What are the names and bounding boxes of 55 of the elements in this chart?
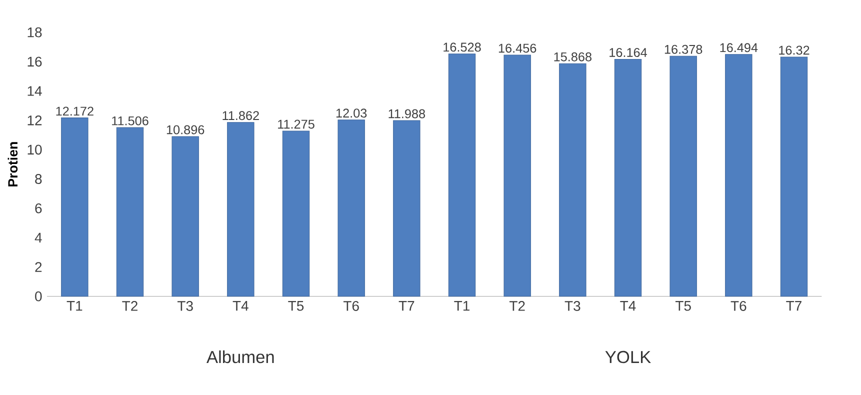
data-label: 11.506 xyxy=(112,116,148,126)
text: YOLK xyxy=(605,350,651,364)
x-tick-label: T2 xyxy=(509,301,525,311)
x-tick-label: T6 xyxy=(343,301,359,311)
y-axis-title: Protien xyxy=(8,142,18,186)
x-tick-label: T3 xyxy=(564,301,580,311)
y-tick-label: 10 xyxy=(28,144,42,155)
x-tick-label: T7 xyxy=(786,301,802,311)
x-tick-label: T5 xyxy=(675,301,691,311)
x-tick-label: T1 xyxy=(66,301,82,311)
y-tick-label: 8 xyxy=(35,174,42,184)
data-label: 11.862 xyxy=(222,111,259,120)
y-tick-label: 16 xyxy=(28,56,42,67)
bar xyxy=(282,130,310,297)
data-label: 12.03 xyxy=(336,108,367,118)
bar xyxy=(504,54,531,297)
x-tick-label: T5 xyxy=(288,301,304,311)
text: Albumen xyxy=(206,350,274,364)
y-tick-label: 6 xyxy=(35,203,42,214)
data-label: 16.456 xyxy=(498,44,536,53)
bar xyxy=(725,54,752,297)
data-label: 12.172 xyxy=(56,106,94,116)
y-tick-label: 2 xyxy=(35,262,42,272)
bar xyxy=(614,58,642,297)
data-label: 11.988 xyxy=(388,109,426,118)
bar xyxy=(559,63,586,297)
x-tick-label: T6 xyxy=(730,301,746,311)
data-label: 16.378 xyxy=(664,44,702,54)
bar xyxy=(61,118,88,297)
y-tick-label: 0 xyxy=(35,291,42,302)
y-tick-label: 4 xyxy=(34,232,42,242)
data-label: 16.32 xyxy=(779,46,810,55)
x-tick-label: T4 xyxy=(620,301,636,311)
y-tick-label: 14 xyxy=(28,86,42,96)
bar xyxy=(393,120,420,297)
bar xyxy=(172,136,199,297)
x-tick-label: T3 xyxy=(177,301,193,311)
data-label: 10.896 xyxy=(166,125,204,134)
bar xyxy=(116,127,144,297)
data-label: 15.868 xyxy=(554,52,592,62)
bar xyxy=(227,122,254,297)
bar xyxy=(338,120,365,297)
y-tick-label: 12 xyxy=(28,115,42,126)
data-label: 16.164 xyxy=(610,48,647,57)
x-tick-label: T7 xyxy=(398,301,414,311)
x-tick-label: T2 xyxy=(122,301,138,311)
x-tick-label: T4 xyxy=(232,301,248,311)
bar xyxy=(780,56,808,297)
data-label: 16.494 xyxy=(720,43,758,52)
x-tick-label: T1 xyxy=(454,301,470,311)
data-label: 16.528 xyxy=(444,42,481,52)
bar xyxy=(670,56,697,297)
data-label: 11.275 xyxy=(278,120,314,129)
y-tick-label: 18 xyxy=(28,27,42,38)
bar xyxy=(448,54,476,297)
